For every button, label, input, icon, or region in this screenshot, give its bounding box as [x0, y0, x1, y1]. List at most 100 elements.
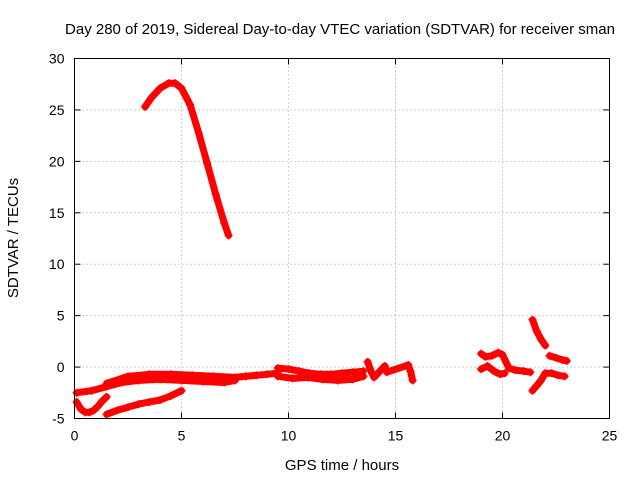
- data-point: [552, 353, 560, 362]
- data-point: [489, 367, 498, 376]
- data-point: [404, 361, 413, 370]
- data-point: [94, 402, 103, 411]
- x-tick-label: 20: [495, 428, 511, 444]
- data-point: [365, 364, 374, 373]
- data-point: [295, 367, 304, 376]
- data-point: [370, 373, 379, 382]
- data-point: [338, 369, 346, 378]
- axis-ticks: [74, 58, 610, 419]
- data-point: [541, 341, 550, 350]
- series-midday-lower: [273, 372, 368, 385]
- data-point: [528, 386, 537, 395]
- data-point: [554, 371, 563, 380]
- data-point: [318, 375, 327, 384]
- y-tick-label: 30: [49, 51, 65, 67]
- data-point: [177, 386, 186, 395]
- series-evening-a: [477, 348, 535, 377]
- data-point: [102, 410, 111, 419]
- data-point: [171, 79, 180, 88]
- y-tick-label: -5: [52, 411, 65, 427]
- data-point: [547, 369, 556, 378]
- data-point: [519, 367, 528, 376]
- data-point: [483, 362, 492, 371]
- series-late-tail: [545, 351, 571, 365]
- data-point: [477, 349, 486, 358]
- series-track: [141, 79, 233, 239]
- data-point: [532, 381, 541, 390]
- data-point: [177, 84, 186, 93]
- data-point: [348, 368, 357, 377]
- series-track: [73, 375, 239, 397]
- data-point: [562, 356, 571, 365]
- y-axis-label: SDTVAR / TECUs: [5, 178, 22, 298]
- y-tick-label: 15: [49, 205, 65, 221]
- plot-frame: [74, 58, 610, 419]
- data-point: [145, 398, 154, 407]
- data-point: [252, 371, 261, 380]
- data-point: [186, 100, 195, 109]
- data-point: [511, 366, 520, 375]
- data-point: [194, 128, 203, 137]
- data-point: [241, 372, 250, 381]
- data-point: [141, 102, 150, 111]
- series-evening-b: [477, 362, 509, 379]
- y-tick-label: 20: [49, 153, 65, 169]
- data-point: [156, 84, 165, 93]
- data-point: [477, 365, 486, 374]
- data-point: [166, 391, 175, 400]
- x-tick-label: 25: [602, 428, 618, 444]
- data-point: [537, 376, 546, 385]
- series-lower-trough: [72, 392, 111, 417]
- data-point: [102, 392, 111, 401]
- data-point: [528, 315, 537, 324]
- data-series: [72, 79, 571, 419]
- data-point: [124, 372, 132, 381]
- data-point: [273, 372, 282, 381]
- x-tick-label: 10: [281, 428, 297, 444]
- data-point: [209, 372, 218, 381]
- series-late-dip: [528, 369, 569, 395]
- data-point: [408, 376, 417, 385]
- x-tick-label: 15: [388, 428, 404, 444]
- data-point: [526, 368, 535, 377]
- x-tick-label: 5: [178, 428, 186, 444]
- data-point: [359, 372, 368, 381]
- data-point: [72, 388, 81, 397]
- data-point: [102, 379, 111, 388]
- data-point: [263, 370, 272, 379]
- data-point: [406, 367, 415, 376]
- data-point: [134, 400, 143, 409]
- x-axis-label: GPS time / hours: [285, 457, 399, 474]
- data-point: [224, 231, 233, 240]
- data-point: [113, 406, 122, 415]
- data-point: [532, 327, 541, 336]
- data-point: [382, 368, 391, 377]
- series-high-arc: [141, 79, 233, 240]
- data-point: [76, 405, 85, 414]
- y-tick-labels: -5 0 5 10 15 20 25 30: [49, 51, 65, 427]
- data-point: [87, 386, 96, 395]
- series-late-spike: [528, 315, 550, 350]
- data-point: [348, 375, 357, 384]
- data-point: [273, 364, 282, 373]
- data-point: [89, 406, 98, 415]
- data-point: [211, 190, 220, 199]
- data-point: [363, 357, 372, 366]
- y-tick-label: 0: [57, 359, 65, 375]
- y-tick-label: 5: [57, 308, 65, 324]
- series-scattered: [363, 357, 417, 385]
- data-point: [481, 352, 490, 361]
- data-point: [85, 408, 94, 417]
- data-point: [284, 365, 293, 374]
- data-point: [367, 369, 376, 378]
- data-point: [545, 351, 554, 360]
- data-point: [558, 355, 567, 364]
- data-point: [504, 364, 513, 373]
- data-point: [288, 374, 297, 383]
- data-point: [487, 351, 496, 360]
- series-upper-band: [102, 369, 282, 388]
- series-midday-band: [273, 364, 368, 379]
- data-point: [537, 335, 546, 344]
- data-point: [494, 348, 503, 357]
